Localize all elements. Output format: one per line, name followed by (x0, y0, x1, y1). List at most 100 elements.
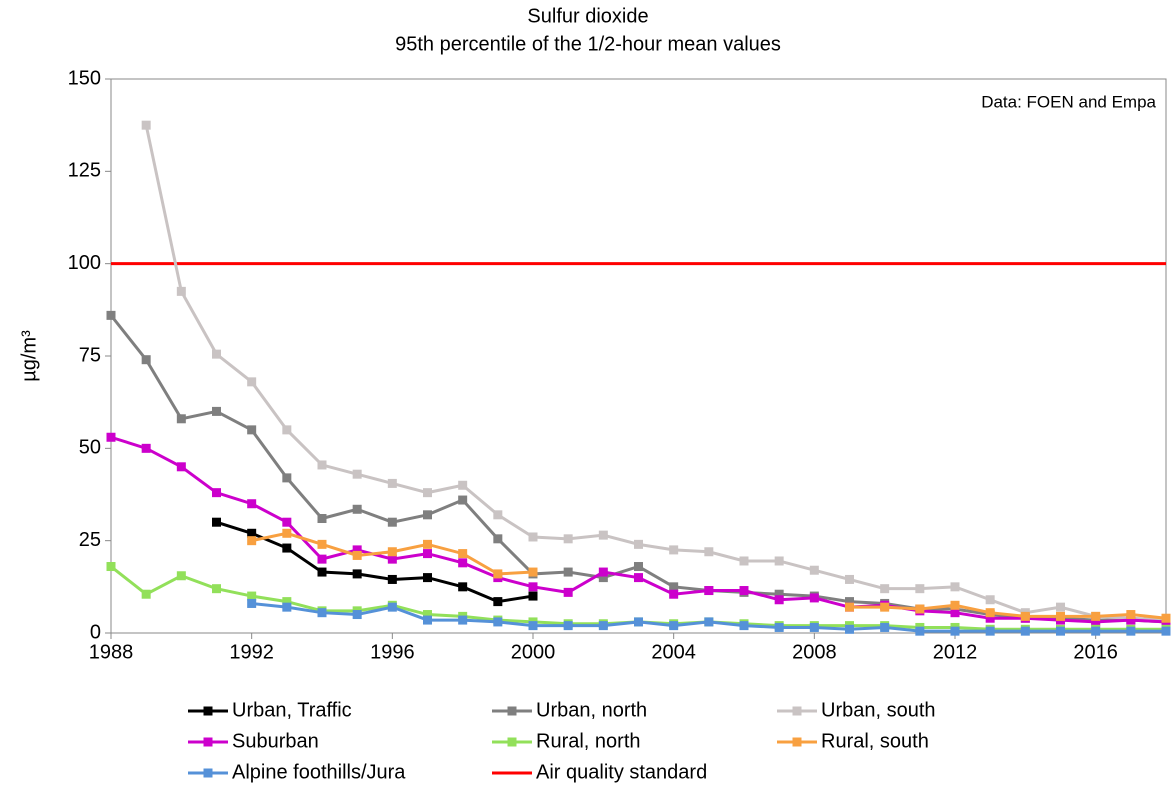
marker (317, 514, 327, 524)
marker (212, 488, 221, 498)
marker (387, 517, 397, 527)
marker (774, 595, 784, 605)
marker (1056, 611, 1065, 621)
marker (985, 613, 995, 623)
marker (247, 528, 257, 538)
marker (1091, 611, 1101, 621)
marker (247, 425, 257, 435)
legend-label: Rural, north (536, 730, 641, 752)
marker (739, 586, 749, 596)
marker (458, 615, 468, 625)
legend-marker (507, 706, 517, 716)
marker (985, 595, 995, 605)
y-tick-label: 150 (68, 67, 101, 89)
marker (739, 556, 749, 566)
marker (528, 591, 538, 601)
marker (528, 621, 538, 631)
legend-label: Urban, south (821, 699, 936, 721)
marker (563, 567, 573, 577)
marker (387, 478, 397, 488)
marker (774, 622, 784, 632)
marker (845, 624, 854, 634)
marker (282, 602, 292, 612)
y-tick-label: 50 (79, 437, 101, 459)
marker (458, 480, 468, 490)
marker (634, 562, 643, 572)
marker (141, 120, 151, 130)
legend-label: Suburban (232, 730, 319, 752)
marker (352, 610, 362, 620)
marker (247, 598, 257, 608)
series-line (144, 124, 1167, 622)
marker (282, 597, 292, 607)
legend-marker (507, 737, 517, 747)
marker (493, 510, 503, 520)
marker (704, 547, 714, 557)
plot-area (110, 78, 1167, 634)
marker (774, 556, 784, 566)
series-line (216, 520, 534, 604)
marker (176, 414, 186, 424)
marker (458, 582, 468, 592)
marker (845, 597, 854, 607)
y-tick-label: 25 (79, 529, 101, 551)
marker (493, 597, 503, 607)
marker (598, 567, 608, 577)
marker (176, 286, 186, 296)
marker (458, 558, 468, 568)
y-tick-label: 0 (90, 621, 101, 643)
marker (950, 600, 960, 610)
marker (247, 499, 257, 509)
marker (176, 571, 186, 581)
marker (915, 604, 925, 614)
marker (141, 589, 151, 599)
legend-marker (792, 706, 802, 716)
annotation: Data: FOEN and Empa (981, 92, 1156, 111)
marker (563, 587, 573, 597)
legend-marker (792, 737, 802, 747)
x-tick-label: 1996 (370, 641, 415, 663)
marker (1126, 610, 1136, 620)
marker (387, 574, 397, 584)
marker (985, 626, 995, 636)
marker (317, 567, 327, 577)
marker (212, 517, 221, 527)
marker (669, 589, 679, 599)
marker (1091, 617, 1101, 627)
legend-label: Alpine foothills/Jura (232, 761, 406, 783)
marker (915, 626, 925, 636)
marker (563, 621, 573, 631)
marker (282, 473, 292, 483)
marker (950, 626, 960, 636)
marker (282, 543, 292, 553)
marker (247, 591, 257, 601)
marker (809, 565, 819, 575)
marker (423, 573, 432, 583)
marker (212, 349, 221, 359)
marker (950, 582, 960, 592)
marker (1091, 626, 1101, 636)
marker (528, 567, 538, 577)
marker (212, 584, 221, 594)
marker (563, 534, 573, 544)
legend-label: Urban, Traffic (232, 699, 352, 721)
marker (1161, 626, 1171, 636)
legend-marker (203, 706, 213, 716)
marker (141, 355, 151, 365)
marker (141, 443, 151, 453)
marker (387, 554, 397, 564)
marker (704, 617, 714, 627)
marker (352, 469, 362, 479)
legend-marker (203, 768, 213, 778)
legend-label: Air quality standard (536, 761, 707, 783)
marker (809, 622, 819, 632)
marker (880, 622, 890, 632)
marker (1126, 615, 1136, 625)
marker (634, 617, 643, 627)
marker (634, 573, 643, 583)
x-tick-label: 2000 (511, 641, 556, 663)
marker (282, 425, 292, 435)
marker (423, 510, 432, 520)
x-tick-label: 1988 (89, 641, 134, 663)
legend-label: Rural, south (821, 730, 929, 752)
